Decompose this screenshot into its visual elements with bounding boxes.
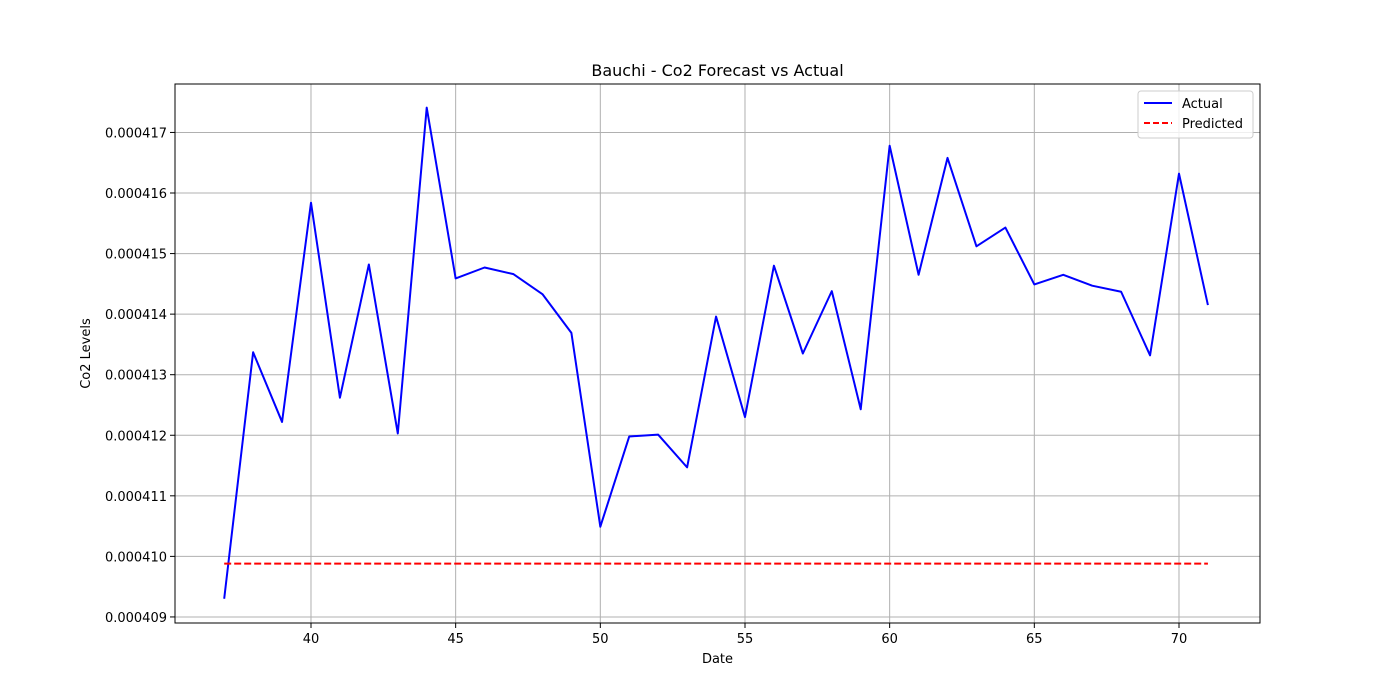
x-tick-label: 70 — [1171, 632, 1188, 647]
x-tick-label: 65 — [1026, 632, 1043, 647]
y-tick-label: 0.000409 — [105, 611, 167, 626]
y-axis-ticks: 0.000409 0.000410 0.000411 0.000412 0.000413… — [105, 126, 175, 626]
x-axis-ticks: 40 45 50 55 60 65 70 — [303, 623, 1188, 647]
series-line-actual — [223, 106, 1209, 599]
y-tick-label: 0.000411 — [105, 490, 167, 505]
plot-series — [223, 106, 1209, 599]
x-tick-label: 55 — [737, 632, 754, 647]
y-tick-label: 0.000413 — [105, 369, 167, 384]
y-tick-label: 0.000417 — [105, 126, 167, 141]
x-tick-label: 50 — [592, 632, 609, 647]
x-tick-label: 40 — [303, 632, 320, 647]
legend-label-actual: Actual — [1182, 97, 1223, 112]
x-tick-label: 45 — [447, 632, 464, 647]
y-axis-label: Co2 Levels — [79, 318, 94, 389]
x-tick-label: 60 — [881, 632, 898, 647]
y-tick-label: 0.000414 — [105, 308, 167, 323]
chart-title: Bauchi - Co2 Forecast vs Actual — [591, 61, 843, 80]
grid — [175, 84, 1260, 623]
y-tick-label: 0.000410 — [105, 550, 167, 565]
y-tick-label: 0.000416 — [105, 187, 167, 202]
y-tick-label: 0.000415 — [105, 248, 167, 263]
plot-area-frame — [174, 83, 1261, 624]
legend-label-predicted: Predicted — [1182, 117, 1243, 132]
y-tick-label: 0.000412 — [105, 429, 167, 444]
legend: Actual Predicted — [1137, 90, 1254, 139]
x-axis-label: Date — [702, 652, 733, 667]
